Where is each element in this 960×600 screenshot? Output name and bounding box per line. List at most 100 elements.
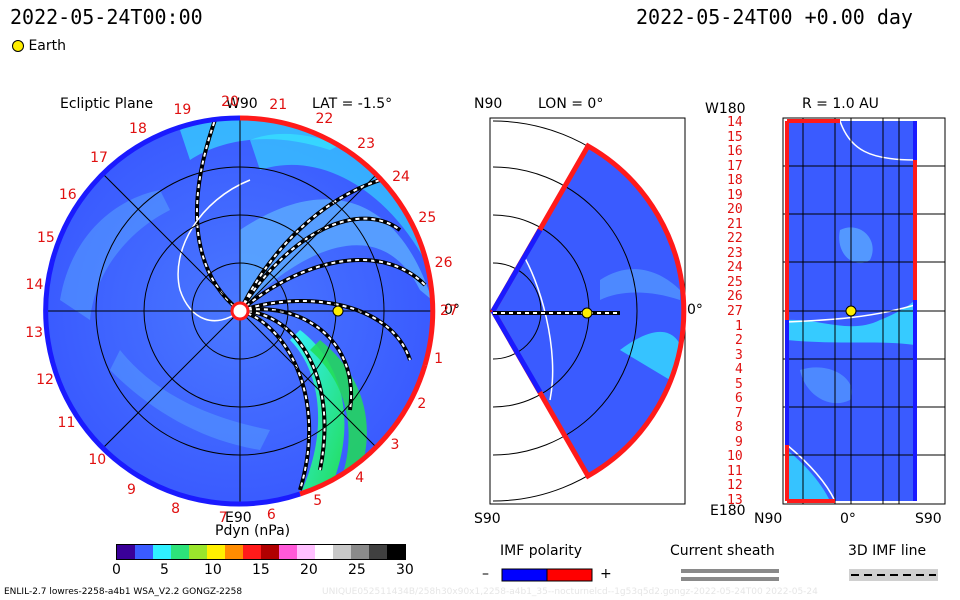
colorbar-segment	[189, 545, 207, 559]
side-number: 12	[727, 478, 743, 494]
r1au-zero: 0°	[840, 511, 856, 527]
lat-label: LAT = -1.5°	[312, 96, 393, 112]
s90-label: S90	[474, 511, 501, 527]
sector-number: 16	[58, 186, 77, 203]
e90-label: E90	[225, 510, 252, 526]
sector-number: 26	[434, 255, 453, 272]
side-number: 16	[727, 144, 743, 160]
side-number: 24	[727, 260, 743, 276]
colorbar	[116, 544, 406, 560]
side-number: 4	[735, 362, 743, 378]
sector-number: 5	[313, 493, 323, 510]
timestamp-left: 2022-05-24T00:00	[10, 5, 203, 29]
colorbar-segment	[171, 545, 189, 559]
imf-polarity-bar	[501, 568, 593, 582]
imf-line-title: 3D IMF line	[848, 543, 927, 559]
side-number: 1	[735, 318, 743, 334]
ecliptic-panel	[43, 115, 436, 507]
colorbar-tick-label: 10	[204, 562, 222, 578]
sector-number: 12	[36, 372, 54, 388]
ecliptic-title: Ecliptic Plane	[60, 96, 154, 112]
e180-label: E180	[710, 503, 746, 519]
side-number: 5	[735, 376, 743, 392]
earth-marker-ecliptic	[332, 305, 344, 317]
n90-label: N90	[474, 96, 503, 112]
sector-number: 6	[266, 507, 276, 524]
sector-number: 2	[417, 396, 427, 413]
colorbar-segment	[387, 545, 405, 559]
meridional-zero-label: 0°	[687, 302, 703, 318]
side-number: 20	[727, 202, 743, 218]
earth-marker-r1au	[845, 305, 857, 317]
colorbar-tick-label: 5	[160, 562, 169, 578]
imf-plus-label: +	[600, 566, 612, 582]
colorbar-title: Pdyn (nPa)	[215, 523, 291, 539]
sector-number: 22	[315, 111, 334, 128]
w90-label: W90	[226, 96, 258, 112]
colorbar-segment	[351, 545, 369, 559]
side-number: 23	[727, 245, 743, 261]
earth-legend: Earth	[12, 38, 66, 54]
colorbar-segment	[369, 545, 387, 559]
sector-number: 19	[173, 102, 192, 119]
colorbar-tick-label: 0	[112, 562, 121, 578]
colorbar-tick-label: 20	[300, 562, 318, 578]
sector-number: 25	[418, 209, 437, 226]
side-number: 10	[727, 449, 743, 465]
sector-number: 3	[390, 436, 400, 453]
sector-number: 18	[129, 121, 147, 138]
colorbar-tick-label: 30	[396, 562, 414, 578]
colorbar-segment	[333, 545, 351, 559]
earth-marker-meridional	[581, 307, 593, 319]
sector-number: 17	[90, 149, 108, 166]
side-number: 8	[735, 420, 743, 436]
side-number: 21	[727, 216, 743, 232]
meridional-panel	[489, 117, 687, 505]
side-number: 7	[735, 405, 743, 421]
side-number: 22	[727, 231, 743, 247]
sector-number: 14	[25, 276, 44, 293]
sector-number: 23	[357, 135, 375, 152]
colorbar-segment	[225, 545, 243, 559]
r1au-s90: S90	[915, 511, 942, 527]
colorbar-tick-label: 15	[252, 562, 270, 578]
sector-number: 27	[439, 303, 458, 320]
r1au-n90: N90	[754, 511, 783, 527]
colorbar-segment	[153, 545, 171, 559]
model-info: ENLIL-2.7 lowres-2258-a4b1 WSA_V2.2 GONG…	[4, 587, 243, 597]
w180-label: W180	[705, 101, 746, 117]
sector-number: 1	[434, 351, 444, 368]
side-number: 3	[735, 347, 743, 363]
imf-line-swatch	[849, 569, 938, 581]
imf-minus-label: –	[482, 566, 489, 582]
sector-number: 11	[57, 415, 76, 432]
sector-number: 4	[355, 469, 365, 486]
imf-polarity-title: IMF polarity	[500, 543, 583, 559]
side-number: 6	[735, 391, 743, 407]
side-number: 27	[727, 304, 743, 319]
sector-number: 20	[221, 94, 239, 111]
side-number: 9	[735, 434, 743, 450]
side-number: 26	[727, 289, 743, 305]
colorbar-segment	[243, 545, 261, 559]
ecliptic-features	[60, 118, 432, 495]
earth-icon	[12, 40, 24, 52]
side-number: 25	[727, 274, 743, 290]
side-number: 11	[727, 463, 743, 479]
ecliptic-zero-label: 0°	[444, 302, 460, 318]
colorbar-segment	[279, 545, 297, 559]
colorbar-tick-label: 25	[348, 562, 366, 578]
watermark: UNIQUE052511434B/258h30x90x1,2258-a4b1_3…	[322, 587, 818, 597]
side-number: 17	[727, 158, 743, 174]
side-number: 15	[727, 129, 743, 145]
side-number: 13	[727, 493, 743, 508]
r1au-panel	[782, 117, 946, 505]
colorbar-segment	[117, 545, 135, 559]
sector-number: 9	[126, 481, 136, 498]
colorbar-segment	[261, 545, 279, 559]
sector-number: 7	[218, 509, 228, 526]
current-sheath-swatch	[681, 569, 779, 581]
side-number: 14	[727, 115, 743, 130]
colorbar-segment	[315, 545, 333, 559]
sector-number: 15	[36, 229, 55, 246]
